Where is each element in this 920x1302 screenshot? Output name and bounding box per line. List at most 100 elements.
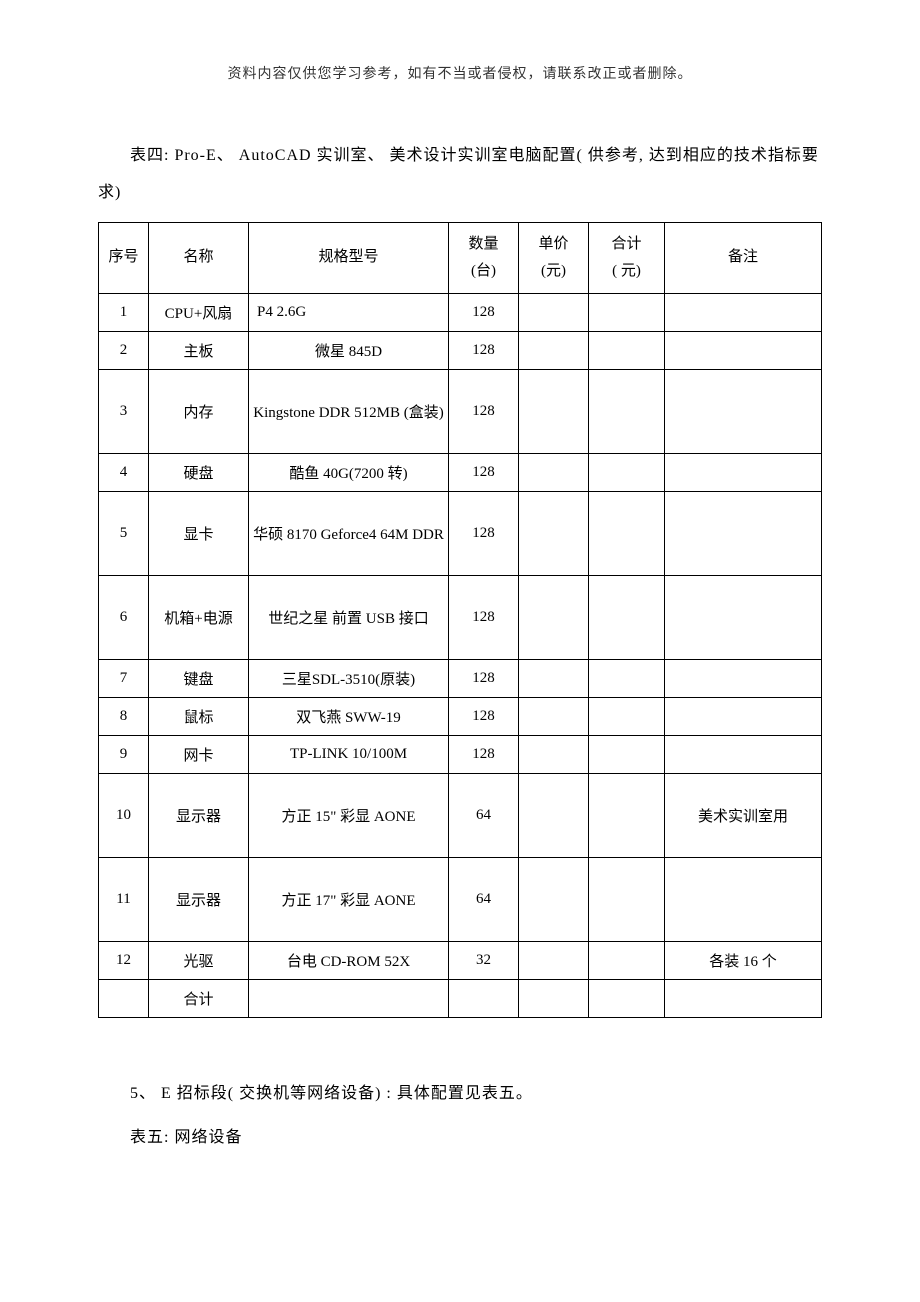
table-row: 9网卡TP-LINK 10/100M128 (99, 735, 822, 773)
col-header-note-text: 备注 (728, 249, 758, 265)
cell-spec (249, 979, 449, 1017)
cell-name: 显示器 (149, 857, 249, 941)
table-row: 3内存Kingstone DDR 512MB (盒装)128 (99, 369, 822, 453)
col-header-qty-l1: 数量 (468, 236, 498, 252)
table-header-row: 序号 名称 规格型号 数量 (台) 单价 (元) 合计 ( (99, 222, 822, 293)
cell-note (665, 575, 822, 659)
col-header-name: 名称 (149, 222, 249, 293)
page-content: 表四: Pro-E、 AutoCAD 实训室、 美术设计实训室电脑配置( 供参考… (98, 138, 822, 1165)
cell-price (519, 773, 589, 857)
cell-qty: 128 (449, 697, 519, 735)
cell-note (665, 369, 822, 453)
col-header-qty-l2: (台) (471, 263, 496, 279)
cell-seq: 12 (99, 941, 149, 979)
cell-total (589, 331, 665, 369)
cell-name: 硬盘 (149, 453, 249, 491)
table-row: 6机箱+电源世纪之星 前置 USB 接口128 (99, 575, 822, 659)
cell-price (519, 369, 589, 453)
cell-spec: 方正 17" 彩显 AONE (249, 857, 449, 941)
cell-seq: 5 (99, 491, 149, 575)
cell-qty: 128 (449, 491, 519, 575)
col-header-total: 合计 ( 元) (589, 222, 665, 293)
table-row: 11显示器方正 17" 彩显 AONE64 (99, 857, 822, 941)
cell-seq: 10 (99, 773, 149, 857)
table-row: 12光驱台电 CD-ROM 52X32 各装 16 个 (99, 941, 822, 979)
cell-spec: 酷鱼 40G(7200 转) (249, 453, 449, 491)
cell-qty: 128 (449, 659, 519, 697)
cell-note (665, 979, 822, 1017)
col-header-total-l2: ( 元) (612, 263, 641, 279)
col-header-price-l2: (元) (541, 263, 566, 279)
cell-name: 鼠标 (149, 697, 249, 735)
page-header-note: 资料内容仅供您学习参考，如有不当或者侵权，请联系改正或者删除。 (0, 63, 920, 83)
cell-spec: TP-LINK 10/100M (249, 735, 449, 773)
cell-note (665, 293, 822, 331)
cell-seq (99, 979, 149, 1017)
cell-qty: 32 (449, 941, 519, 979)
cell-seq: 11 (99, 857, 149, 941)
table-row: 2主板微星 845D128 (99, 331, 822, 369)
cell-total (589, 659, 665, 697)
cell-qty: 64 (449, 857, 519, 941)
cell-total (589, 773, 665, 857)
col-header-name-text: 名称 (183, 249, 213, 265)
table-row: 10显示器方正 15" 彩显 AONE64 美术实训室用 (99, 773, 822, 857)
cell-name: 机箱+电源 (149, 575, 249, 659)
cell-total (589, 575, 665, 659)
col-header-spec: 规格型号 (249, 222, 449, 293)
cell-qty: 64 (449, 773, 519, 857)
cell-total (589, 857, 665, 941)
cell-total (589, 453, 665, 491)
cell-name: 网卡 (149, 735, 249, 773)
table-row: 7键盘三星SDL-3510(原装)128 (99, 659, 822, 697)
cell-price (519, 697, 589, 735)
cell-seq: 6 (99, 575, 149, 659)
footer-block: 5、 E 招标段( 交换机等网络设备) : 具体配置见表五。 表五: 网络设备 (98, 1076, 822, 1158)
cell-total (589, 369, 665, 453)
cell-total (589, 735, 665, 773)
col-header-price-l1: 单价 (538, 236, 568, 252)
col-header-seq-text: 序号 (108, 249, 138, 265)
cell-seq: 3 (99, 369, 149, 453)
cell-note (665, 453, 822, 491)
cell-spec: 台电 CD-ROM 52X (249, 941, 449, 979)
cell-spec: 微星 845D (249, 331, 449, 369)
footer-para-1: 5、 E 招标段( 交换机等网络设备) : 具体配置见表五。 (98, 1076, 822, 1113)
table-body: 1CPU+风扇P4 2.6G1282主板微星 845D1283内存Kingsto… (99, 293, 822, 1017)
cell-seq: 1 (99, 293, 149, 331)
cell-name: 显示器 (149, 773, 249, 857)
cell-total (589, 941, 665, 979)
col-header-seq: 序号 (99, 222, 149, 293)
cell-name: CPU+风扇 (149, 293, 249, 331)
table-row: 合计 (99, 979, 822, 1017)
cell-name: 键盘 (149, 659, 249, 697)
cell-qty: 128 (449, 331, 519, 369)
cell-qty (449, 979, 519, 1017)
cell-qty: 128 (449, 293, 519, 331)
cell-price (519, 331, 589, 369)
cell-spec: 三星SDL-3510(原装) (249, 659, 449, 697)
col-header-price: 单价 (元) (519, 222, 589, 293)
cell-price (519, 979, 589, 1017)
cell-spec: 双飞燕 SWW-19 (249, 697, 449, 735)
cell-seq: 2 (99, 331, 149, 369)
cell-note: 各装 16 个 (665, 941, 822, 979)
cell-price (519, 453, 589, 491)
cell-total (589, 293, 665, 331)
cell-seq: 7 (99, 659, 149, 697)
col-header-note: 备注 (665, 222, 822, 293)
table-title-paragraph: 表四: Pro-E、 AutoCAD 实训室、 美术设计实训室电脑配置( 供参考… (98, 138, 822, 212)
cell-seq: 4 (99, 453, 149, 491)
cell-name: 显卡 (149, 491, 249, 575)
cell-name: 光驱 (149, 941, 249, 979)
table-row: 5显卡华硕 8170 Geforce4 64M DDR128 (99, 491, 822, 575)
col-header-total-l1: 合计 (611, 236, 641, 252)
cell-spec: 方正 15" 彩显 AONE (249, 773, 449, 857)
cell-note (665, 735, 822, 773)
table-row: 1CPU+风扇P4 2.6G128 (99, 293, 822, 331)
cell-total (589, 697, 665, 735)
cell-seq: 9 (99, 735, 149, 773)
cell-name: 主板 (149, 331, 249, 369)
cell-spec: 世纪之星 前置 USB 接口 (249, 575, 449, 659)
cell-note: 美术实训室用 (665, 773, 822, 857)
